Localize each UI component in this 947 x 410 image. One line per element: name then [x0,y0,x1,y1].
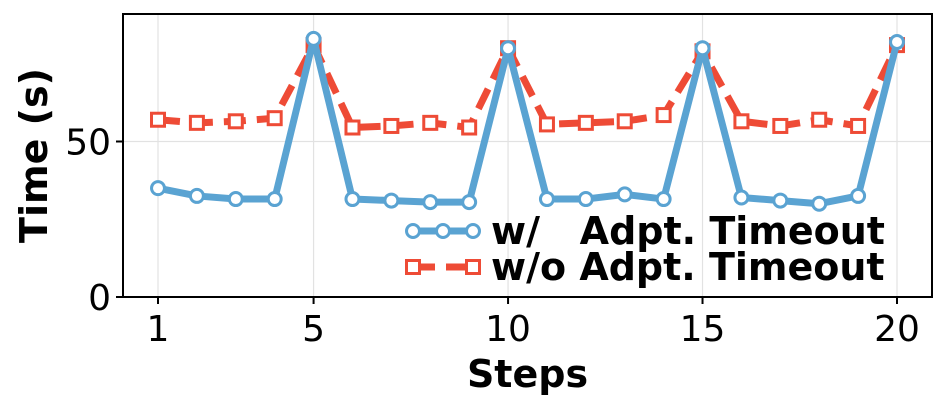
data-point [577,114,594,131]
x-tick-label: 15 [680,309,726,350]
data-point [383,192,400,209]
data-point [422,114,439,131]
x-axis-ticks: 1 5 10 15 20 [147,297,920,350]
x-tick-label: 1 [147,309,170,350]
plot-frame [122,13,933,298]
data-point [850,187,867,204]
data-point [344,119,361,136]
data-point [733,189,750,206]
data-point [188,114,205,131]
legend-marker [465,259,481,275]
data-point [811,111,828,128]
data-point [538,191,555,208]
series-without-adaptive-timeout [150,37,905,136]
data-point [344,191,361,208]
y-tick-label: 0 [88,278,111,319]
data-point [266,110,283,127]
data-point [616,113,633,130]
legend-marker [405,259,421,275]
legend-marker [435,223,451,239]
data-point [577,191,594,208]
data-point [733,113,750,130]
data-point [461,119,478,136]
y-axis-ticks: 0 50 [65,123,123,319]
data-point [188,187,205,204]
data-point [694,40,711,57]
data-point [772,117,789,134]
data-point [305,30,322,47]
x-tick-label: 10 [485,309,531,350]
legend-marker [465,223,481,239]
x-axis-title: Steps [467,352,588,396]
data-point [772,192,789,209]
data-point [850,117,867,134]
data-point [461,194,478,211]
data-point [227,113,244,130]
series-with-adaptive-timeout [150,30,905,212]
data-point [383,117,400,134]
data-point [500,40,517,57]
x-tick-label: 20 [874,309,920,350]
legend-marker [405,223,421,239]
series-layer [150,30,905,212]
x-tick-label: 5 [302,309,325,350]
data-point [227,191,244,208]
data-point [888,33,905,50]
legend-label: w/o Adpt. Timeout [491,245,885,289]
data-point [422,194,439,211]
data-point [150,180,167,197]
legend-label: w/ Adpt. Timeout [491,209,885,253]
data-point [538,116,555,133]
series-line [157,41,901,132]
data-point [150,111,167,128]
y-axis-title: Time (s) [12,68,56,243]
y-tick-label: 50 [65,123,111,164]
data-point [616,186,633,203]
data-point [811,195,828,212]
data-point [655,191,672,208]
data-point [655,107,672,124]
data-point [266,191,283,208]
